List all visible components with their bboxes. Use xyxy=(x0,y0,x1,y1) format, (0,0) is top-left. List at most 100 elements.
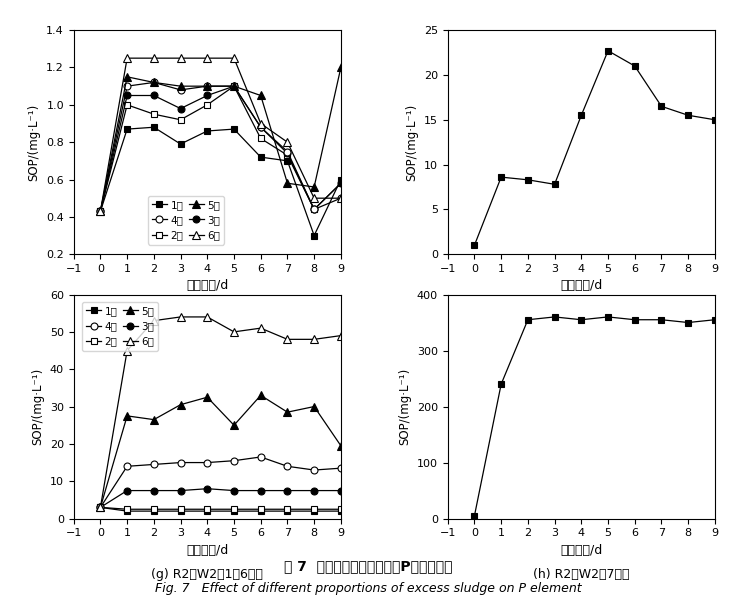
5号 xyxy=(256,92,265,99)
7号 xyxy=(684,319,693,326)
3号 xyxy=(230,487,239,494)
Line: 3号: 3号 xyxy=(97,485,344,511)
1号 xyxy=(283,157,292,165)
4号 xyxy=(96,207,105,215)
4号 xyxy=(230,457,239,464)
5号 xyxy=(230,421,239,429)
2号 xyxy=(176,506,185,513)
1号 xyxy=(310,232,318,239)
1号 xyxy=(203,508,212,515)
Line: 1号: 1号 xyxy=(97,504,344,514)
5号 xyxy=(176,83,185,90)
4号 xyxy=(310,466,318,473)
2号 xyxy=(176,116,185,124)
5号 xyxy=(310,403,318,410)
2号 xyxy=(336,180,345,187)
2号 xyxy=(203,101,212,109)
3号 xyxy=(230,83,239,90)
3号 xyxy=(122,487,131,494)
4号 xyxy=(150,79,158,86)
3号 xyxy=(96,207,105,215)
3号 xyxy=(203,485,212,492)
6号 xyxy=(150,317,158,324)
7号 xyxy=(604,314,612,321)
Y-axis label: SOP/(mg·L⁻¹): SOP/(mg·L⁻¹) xyxy=(398,368,411,445)
3号 xyxy=(150,487,158,494)
Text: Fig. 7   Effect of different proportions of excess sludge on P element: Fig. 7 Effect of different proportions o… xyxy=(156,582,581,595)
2号 xyxy=(230,83,239,90)
7号 xyxy=(523,176,532,183)
6号 xyxy=(256,120,265,127)
Legend: 1号, 4号, 2号, 5号, 3号, 6号: 1号, 4号, 2号, 5号, 3号, 6号 xyxy=(82,302,158,351)
6号 xyxy=(230,328,239,335)
3号 xyxy=(336,180,345,187)
Line: 4号: 4号 xyxy=(97,79,344,215)
4号 xyxy=(96,504,105,511)
Line: 6号: 6号 xyxy=(97,54,345,215)
Line: 4号: 4号 xyxy=(97,453,344,511)
7号 xyxy=(657,103,666,110)
2号 xyxy=(283,151,292,159)
6号 xyxy=(230,54,239,62)
Line: 3号: 3号 xyxy=(97,83,344,215)
7号 xyxy=(577,316,586,323)
2号 xyxy=(122,506,131,513)
4号 xyxy=(283,148,292,155)
6号 xyxy=(150,54,158,62)
3号 xyxy=(310,206,318,213)
Text: (e) R1，W1（1～6号）: (e) R1，W1（1～6号） xyxy=(152,303,263,317)
Text: (g) R2，W2（1～6号）: (g) R2，W2（1～6号） xyxy=(151,568,263,581)
5号 xyxy=(203,83,212,90)
4号 xyxy=(176,459,185,466)
2号 xyxy=(283,506,292,513)
3号 xyxy=(256,487,265,494)
7号 xyxy=(523,316,532,323)
1号 xyxy=(203,127,212,134)
Line: 6号: 6号 xyxy=(97,313,345,511)
6号 xyxy=(256,324,265,332)
4号 xyxy=(176,86,185,93)
1号 xyxy=(310,508,318,515)
Line: 2号: 2号 xyxy=(97,504,344,513)
6号 xyxy=(176,314,185,321)
6号 xyxy=(96,207,105,215)
5号 xyxy=(283,180,292,187)
7号 xyxy=(550,314,559,321)
4号 xyxy=(230,83,239,90)
Y-axis label: SOP/(mg·L⁻¹): SOP/(mg·L⁻¹) xyxy=(405,104,419,181)
6号 xyxy=(122,54,131,62)
1号 xyxy=(336,176,345,183)
2号 xyxy=(310,506,318,513)
Y-axis label: SOP/(mg·L⁻¹): SOP/(mg·L⁻¹) xyxy=(28,104,41,181)
5号 xyxy=(256,392,265,399)
3号 xyxy=(310,487,318,494)
Text: (h) R2，W2（7号）: (h) R2，W2（7号） xyxy=(533,568,629,581)
5号 xyxy=(336,442,345,449)
2号 xyxy=(310,206,318,213)
Line: 5号: 5号 xyxy=(97,63,345,215)
3号 xyxy=(122,92,131,99)
Line: 7号: 7号 xyxy=(471,47,719,248)
7号 xyxy=(684,112,693,119)
7号 xyxy=(710,116,719,124)
1号 xyxy=(230,125,239,133)
7号 xyxy=(497,174,506,181)
4号 xyxy=(336,195,345,202)
1号 xyxy=(150,508,158,515)
1号 xyxy=(122,508,131,515)
1号 xyxy=(176,508,185,515)
2号 xyxy=(203,506,212,513)
5号 xyxy=(176,401,185,408)
5号 xyxy=(150,416,158,423)
7号 xyxy=(604,47,612,54)
7号 xyxy=(630,316,639,323)
2号 xyxy=(96,504,105,511)
5号 xyxy=(203,394,212,401)
Line: 5号: 5号 xyxy=(97,391,345,511)
4号 xyxy=(256,124,265,131)
X-axis label: 水解时间/d: 水解时间/d xyxy=(186,279,228,292)
3号 xyxy=(176,105,185,112)
4号 xyxy=(122,83,131,90)
Legend: 1号, 4号, 2号, 5号, 3号, 6号: 1号, 4号, 2号, 5号, 3号, 6号 xyxy=(147,196,224,244)
7号 xyxy=(470,242,479,249)
